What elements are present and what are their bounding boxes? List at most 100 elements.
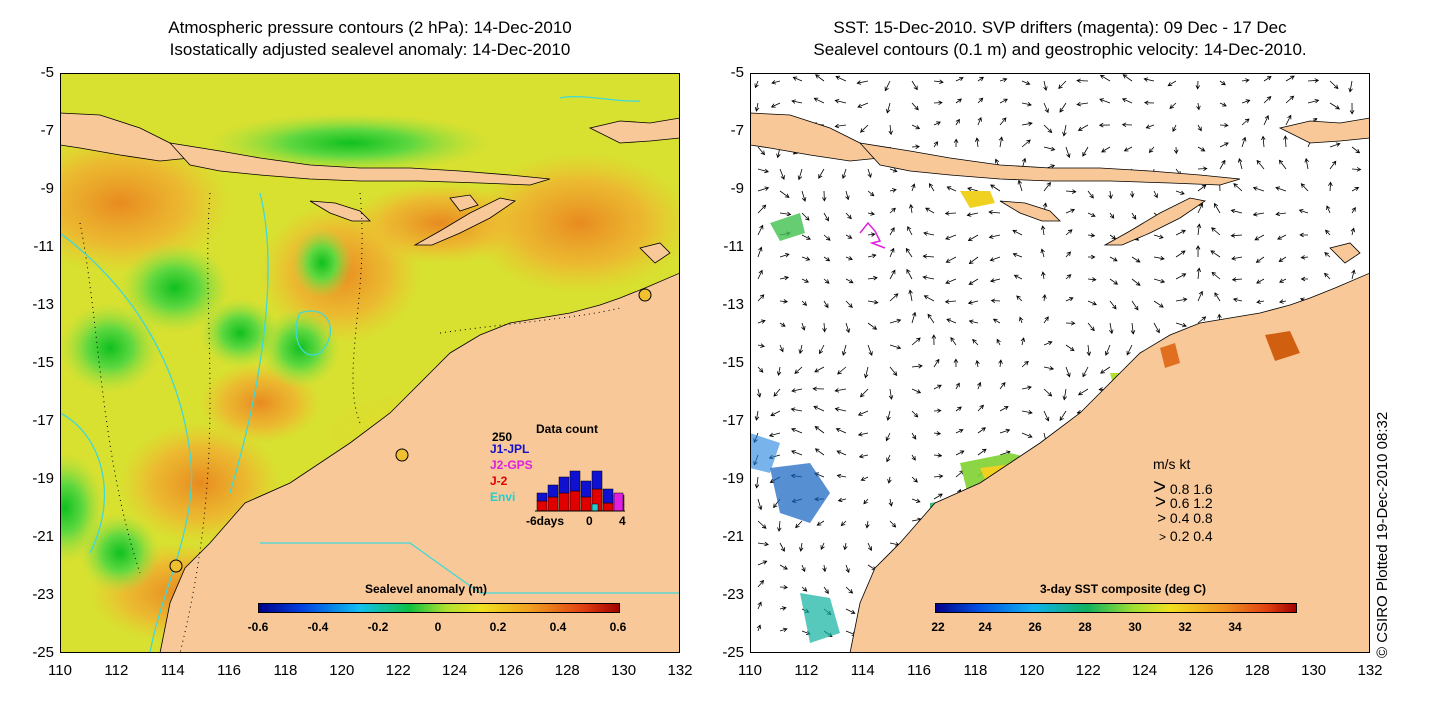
velocity-arrow: [1256, 299, 1265, 304]
velocity-arrow: [911, 454, 916, 461]
velocity-arrow: [886, 410, 891, 421]
velocity-arrow: [1254, 234, 1265, 241]
credit-text: © CSIRO Plotted 19-Dec-2010 08:32: [1374, 411, 1391, 658]
velocity-arrow: [754, 410, 760, 421]
velocity-arrow: [972, 338, 979, 346]
velocity-arrow: [1065, 189, 1077, 194]
velocity-arrow: [1175, 190, 1185, 195]
velocity-arrow: [1219, 159, 1226, 170]
velocity-arrow: [795, 520, 803, 529]
velocity-arrow: [998, 136, 1004, 148]
lat-tick-label: -25: [32, 644, 54, 661]
velocity-arrow: [1241, 118, 1250, 126]
data-count-legend-item: Envi: [490, 490, 516, 504]
velocity-arrow: [864, 366, 869, 379]
velocity-arrow: [1175, 297, 1188, 302]
velocity-arrow: [909, 203, 914, 214]
velocity-arrow: [798, 344, 803, 355]
velocity-arrow: [867, 232, 876, 237]
velocity-arrow: [1099, 74, 1111, 82]
velocity-arrow: [845, 234, 853, 239]
velocity-arrow: [1263, 76, 1272, 82]
data-count-bar: [569, 470, 581, 492]
velocity-arrow: [999, 381, 1006, 390]
velocity-arrow: [1065, 208, 1076, 214]
velocity-arrow: [911, 102, 919, 111]
velocity-arrow: [1105, 344, 1111, 356]
lon-tick-label: 118: [273, 662, 298, 679]
velocity-arrow: [908, 289, 913, 302]
velocity-scale-arrow-icon: >: [1157, 510, 1166, 527]
velocity-arrow: [1285, 95, 1295, 104]
velocity-arrow: [836, 473, 847, 479]
velocity-arrow: [1349, 102, 1355, 115]
velocity-arrow: [1121, 122, 1133, 128]
lat-tick-label: -7: [730, 122, 744, 139]
velocity-arrow: [813, 405, 825, 412]
velocity-arrow: [840, 520, 847, 527]
velocity-arrow: [858, 453, 869, 459]
velocity-arrow: [822, 564, 827, 573]
velocity-arrow: [888, 388, 894, 400]
velocity-arrow: [823, 212, 829, 222]
velocity-arrow: [923, 231, 935, 236]
velocity-arrow: [911, 80, 918, 91]
velocity-arrow: [933, 79, 944, 84]
velocity-arrow: [837, 366, 847, 375]
lon-tick-label: 124: [442, 662, 468, 679]
colorbar-tick-label: -0.6: [247, 620, 269, 634]
velocity-arrow: [955, 450, 965, 456]
velocity-arrow: [906, 268, 913, 280]
velocity-arrow: [1130, 322, 1136, 335]
velocity-arrow: [757, 269, 763, 280]
data-count-legend-item: J2-GPS: [490, 458, 533, 472]
velocity-arrow: [989, 256, 1001, 262]
velocity-arrow: [757, 224, 764, 236]
velocity-scale-arrow-icon: >: [1154, 492, 1166, 513]
velocity-arrow: [757, 186, 770, 192]
velocity-arrow: [771, 80, 781, 85]
velocity-arrow: [977, 448, 987, 456]
velocity-arrow: [757, 366, 764, 373]
velocity-arrow: [955, 382, 960, 390]
velocity-arrow: [933, 431, 942, 436]
velocity-arrow: [1100, 366, 1111, 374]
data-count-bar: [580, 496, 592, 512]
velocity-arrow: [820, 542, 825, 550]
velocity-arrow: [779, 542, 785, 552]
lon-tick-label: 112: [794, 662, 819, 679]
velocity-arrow: [1261, 135, 1266, 148]
velocity-arrow: [889, 227, 895, 236]
velocity-arrow: [823, 234, 831, 241]
velocity-arrow: [1131, 300, 1139, 311]
velocity-arrow: [823, 256, 831, 262]
velocity-arrow: [1278, 159, 1287, 170]
lon-tick-label: 128: [1244, 662, 1270, 679]
data-count-bar: [536, 500, 548, 512]
data-count-bar: [547, 496, 559, 512]
velocity-arrow: [889, 520, 897, 528]
velocity-arrow: [999, 117, 1007, 126]
velocity-arrow: [968, 278, 979, 285]
lon-tick-label: 120: [1019, 662, 1045, 679]
velocity-arrow: [1043, 102, 1049, 114]
velocity-arrow: [777, 520, 782, 532]
velocity-arrow: [885, 432, 891, 442]
data-count-x-zero: 0: [586, 514, 593, 528]
velocity-arrow: [834, 388, 847, 393]
velocity-arrow: [1017, 179, 1023, 192]
velocity-arrow: [867, 344, 873, 356]
velocity-arrow: [1082, 146, 1089, 157]
velocity-arrow: [946, 318, 957, 324]
velocity-arrow: [1329, 80, 1339, 90]
velocity-arrow: [836, 450, 847, 456]
velocity-arrow: [757, 294, 765, 302]
velocity-arrow: [1195, 245, 1201, 258]
colorbar-tick-label: 24: [978, 620, 992, 634]
velocity-arrow: [1351, 187, 1360, 192]
velocity-arrow: [955, 406, 962, 412]
velocity-arrow: [779, 299, 789, 304]
velocity-arrow: [791, 450, 803, 456]
lat-tick-label: -21: [32, 528, 54, 545]
velocity-arrow: [799, 542, 804, 552]
